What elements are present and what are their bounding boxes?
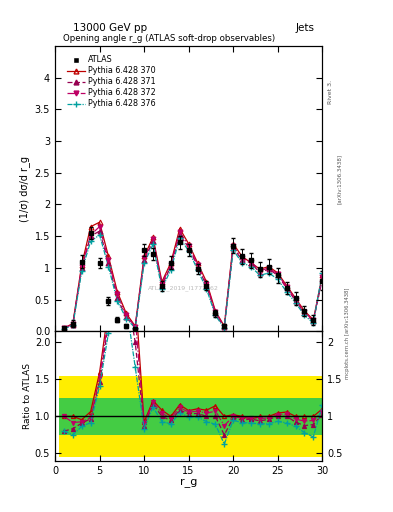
Y-axis label: Ratio to ATLAS: Ratio to ATLAS: [23, 363, 32, 429]
Text: 13000 GeV pp: 13000 GeV pp: [73, 23, 147, 33]
Legend: ATLAS, Pythia 6.428 370, Pythia 6.428 371, Pythia 6.428 372, Pythia 6.428 376: ATLAS, Pythia 6.428 370, Pythia 6.428 37…: [64, 53, 158, 111]
Text: Jets: Jets: [296, 23, 314, 33]
Text: [arXiv:1306.3438]: [arXiv:1306.3438]: [337, 154, 342, 204]
Text: Opening angle r_g (ATLAS soft-drop observables): Opening angle r_g (ATLAS soft-drop obser…: [63, 33, 275, 42]
Y-axis label: (1/σ) dσ/d r_g: (1/σ) dσ/d r_g: [20, 156, 31, 222]
Text: mcplots.cern.ch [arXiv:1306.3438]: mcplots.cern.ch [arXiv:1306.3438]: [345, 287, 350, 378]
Text: ATLAS_2019_I1772062: ATLAS_2019_I1772062: [148, 286, 219, 291]
Text: Rivet 3.: Rivet 3.: [328, 80, 333, 104]
X-axis label: r_g: r_g: [180, 478, 197, 488]
